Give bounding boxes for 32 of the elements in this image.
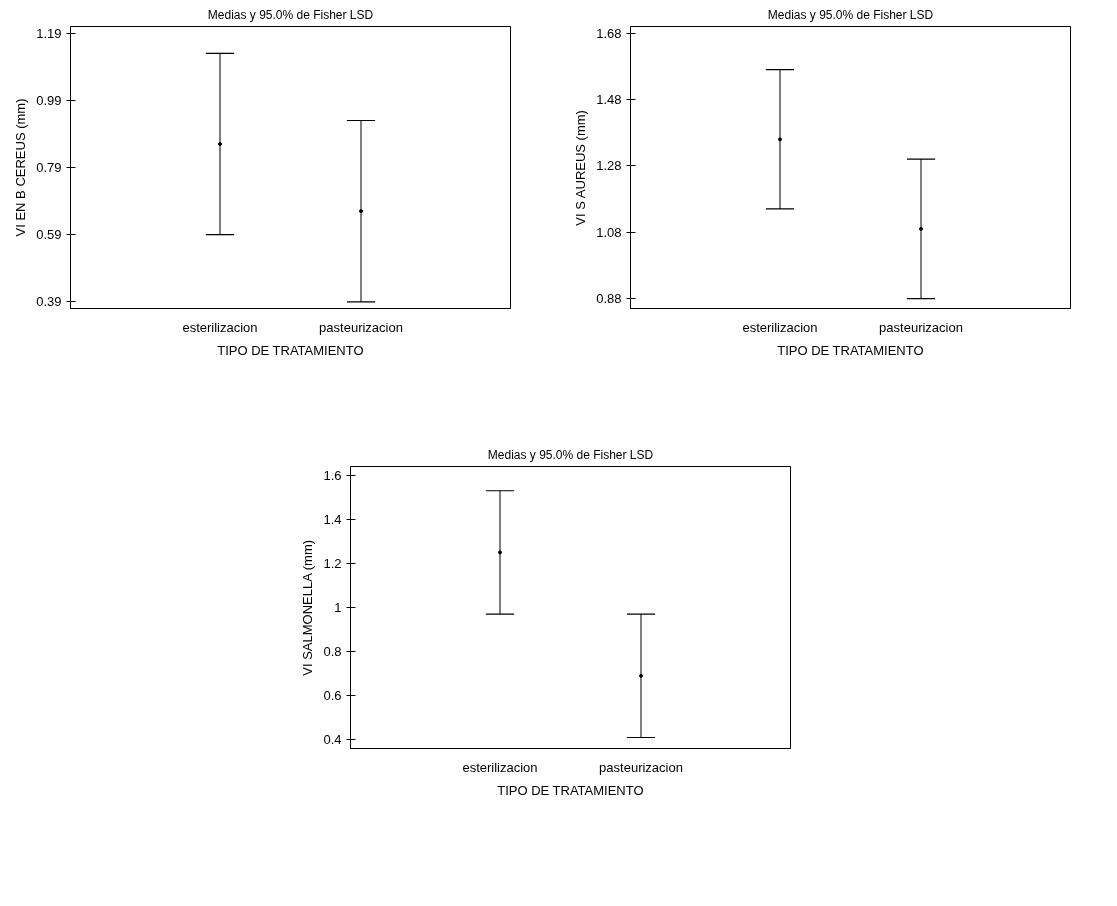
x-tick-label: esterilizacion	[182, 319, 258, 335]
y-tick-label: 0.6	[323, 688, 342, 704]
y-tick-label: 0.8	[323, 644, 342, 660]
x-axis-title: TIPO DE TRATAMIENTO	[217, 342, 364, 358]
chart-title: Medias y 95.0% de Fisher LSD	[767, 7, 934, 22]
y-tick-label: 1.08	[596, 224, 622, 240]
y-tick-label: 1.28	[596, 158, 622, 174]
y-tick-label: 1	[334, 600, 342, 615]
y-tick-label: 0.39	[36, 294, 62, 310]
x-axis-title: TIPO DE TRATAMIENTO	[497, 782, 644, 798]
x-axis-title: TIPO DE TRATAMIENTO	[777, 342, 924, 358]
y-tick-label: 1.4	[323, 511, 342, 527]
y-axis-title: VI EN B CEREUS (mm)	[13, 98, 29, 237]
y-tick-label: 0.88	[596, 291, 622, 307]
y-tick-label: 0.79	[36, 160, 62, 175]
x-tick-label: pasteurizacion	[599, 759, 683, 775]
y-tick-label: 0.4	[323, 732, 342, 748]
chart-title: Medias y 95.0% de Fisher LSD	[487, 447, 654, 462]
x-tick-label: pasteurizacion	[879, 319, 963, 335]
x-tick-label: pasteurizacion	[319, 319, 403, 335]
x-tick-label: esterilizacion	[742, 319, 818, 335]
y-tick-label: 1.2	[323, 555, 342, 571]
y-tick-label: 1.68	[596, 25, 622, 41]
y-tick-label: 0.99	[36, 92, 62, 108]
x-tick-label: esterilizacion	[462, 759, 538, 775]
y-tick-label: 1.6	[323, 467, 342, 483]
y-tick-label: 0.59	[36, 227, 62, 243]
chart-title: Medias y 95.0% de Fisher LSD	[207, 7, 374, 22]
y-tick-label: 1.48	[596, 91, 622, 107]
y-tick-label: 1.19	[36, 25, 62, 41]
y-axis-title: VI S AUREUS (mm)	[573, 110, 589, 226]
y-axis-title: VI SALMONELLA (mm)	[300, 539, 316, 676]
